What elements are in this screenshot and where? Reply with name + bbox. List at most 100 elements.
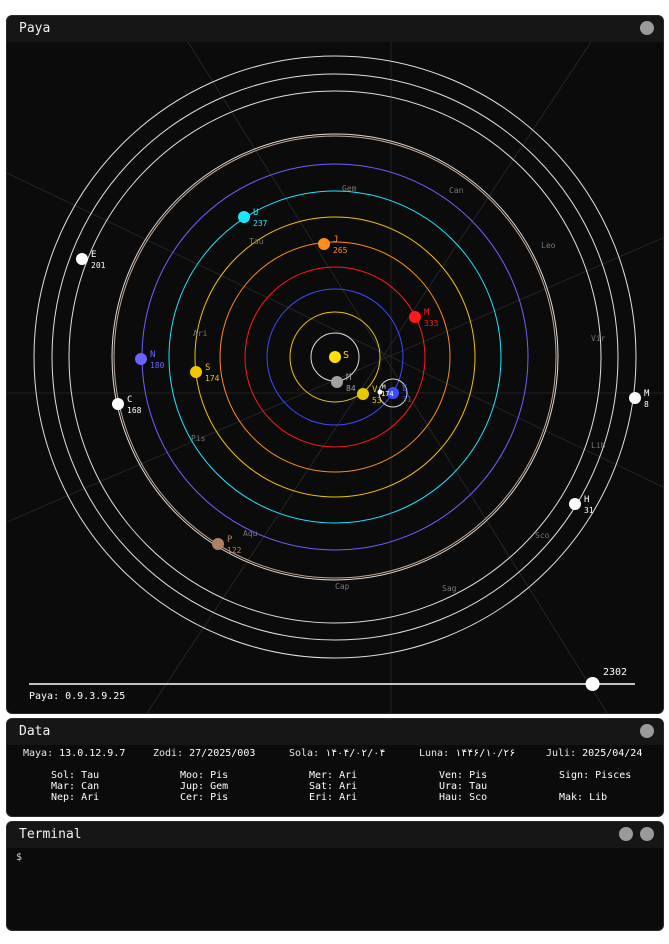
planet-position-key: Mer: xyxy=(309,770,334,781)
saturn-planet-degree: 174 xyxy=(205,374,220,383)
jupiter-planet-degree: 265 xyxy=(333,246,348,255)
earth-planet-degree: 31 xyxy=(402,395,412,404)
haumea-body-degree: 31 xyxy=(584,506,594,515)
makemake-body-degree: 8 xyxy=(644,400,649,409)
saturn-planet-icon[interactable] xyxy=(190,366,202,378)
mercury-planet-icon[interactable] xyxy=(331,376,343,388)
panel-dot-icon[interactable] xyxy=(619,827,633,841)
planet-position-key: Mar: xyxy=(51,781,76,792)
planet-position-value: Sco xyxy=(469,792,488,803)
pluto-planet-degree: 122 xyxy=(227,546,242,555)
venus-planet-icon[interactable] xyxy=(357,388,369,400)
pluto-orbit xyxy=(113,135,557,579)
sun-icon[interactable] xyxy=(329,351,341,363)
jupiter-planet-icon[interactable] xyxy=(318,238,330,250)
planet-position-key: Moo: xyxy=(180,770,205,781)
planet-position-value: Pis xyxy=(210,770,229,781)
planet-position-value: Gem xyxy=(210,781,229,792)
mars-planet-icon[interactable] xyxy=(409,311,421,323)
paya-panel: Paya Gem Can Leo Vir Lib Sco Sag Cap Aqu Pis Ari Ta… xyxy=(6,15,664,714)
ceres-body-icon[interactable] xyxy=(112,398,124,410)
planet-position: Sol: Tau xyxy=(51,770,99,781)
planet-position: Jup: Gem xyxy=(180,781,228,792)
planet-position-value: Pisces xyxy=(595,770,632,781)
earth-planet-icon[interactable] xyxy=(387,387,399,399)
date-maya: Maya: 13.0.12.9.7 xyxy=(23,748,126,759)
pluto-planet-letter: P xyxy=(227,535,233,545)
ceres-body-letter: C xyxy=(127,395,132,405)
planet-position-value: Ari xyxy=(339,781,358,792)
planet-position: Mer: Ari xyxy=(309,770,357,781)
mars-planet-letter: M xyxy=(424,308,430,318)
uranus-orbit xyxy=(168,190,502,524)
outer-orbit xyxy=(68,90,602,624)
zodiac-label: Sag xyxy=(442,584,457,593)
venus-orbit xyxy=(289,311,381,403)
planet-position: Sat: Ari xyxy=(309,781,357,792)
moon-icon[interactable] xyxy=(377,389,383,395)
jupiter-orbit xyxy=(219,241,451,473)
planet-position-value: Ari xyxy=(339,770,358,781)
paya-panel-title: Paya xyxy=(19,21,51,36)
paya-panel-header: Paya xyxy=(7,16,663,42)
moon-degree: 174 xyxy=(381,390,394,398)
planet-position-value: Can xyxy=(81,781,100,792)
mercury-planet-degree: 84 xyxy=(346,384,356,393)
planet-position-value: Ari xyxy=(81,792,100,803)
sun-letter: S xyxy=(343,350,349,361)
planet-position-value: Tau xyxy=(469,781,488,792)
panel-menu-dot-icon[interactable] xyxy=(640,827,654,841)
planet-position-value: Lib xyxy=(589,792,608,803)
haumea-body-letter: H xyxy=(584,495,589,505)
date-zodi: Zodi: 27/2025/003 xyxy=(153,748,256,759)
uranus-planet-degree: 237 xyxy=(253,219,268,228)
planet-position-value: Pis xyxy=(469,770,488,781)
planet-position: Eri: Ari xyxy=(309,792,357,803)
time-slider-value: 2302 xyxy=(603,667,627,678)
time-slider-handle[interactable] xyxy=(585,677,600,691)
makemake-body-icon[interactable] xyxy=(629,392,641,404)
makemake-body-letter: M xyxy=(644,389,650,399)
zodiac-label: Sco xyxy=(535,531,550,540)
saturn-orbit xyxy=(194,216,476,498)
planet-position-value: Pis xyxy=(210,792,229,803)
planet-position: Ura: Tau xyxy=(439,781,487,792)
haumea-body-icon[interactable] xyxy=(569,498,581,510)
planet-position-key: Eri: xyxy=(309,792,334,803)
venus-planet-letter: V xyxy=(372,385,378,395)
eris-body-icon[interactable] xyxy=(76,253,88,265)
terminal-prompt[interactable]: $ xyxy=(16,852,23,863)
zodiac-label: Leo xyxy=(541,241,556,250)
eris-body-letter: E xyxy=(91,250,96,260)
moon-letter: M xyxy=(382,384,386,391)
earth-planet-letter: E xyxy=(402,384,407,394)
earth-orbit xyxy=(266,288,404,426)
zodiac-label: Cap xyxy=(335,582,350,591)
terminal-panel-header: Terminal xyxy=(7,822,663,848)
outer-orbit xyxy=(51,73,619,641)
planet-position-key: Ura: xyxy=(439,781,464,792)
neptune-planet-letter: N xyxy=(150,350,155,360)
planet-position: Moo: Pis xyxy=(180,770,228,781)
outer-orbit xyxy=(33,55,637,659)
planet-position-key: Ven: xyxy=(439,770,464,781)
mars-orbit xyxy=(244,266,426,448)
data-panel-header: Data xyxy=(7,719,663,745)
planet-position-key: Sol: xyxy=(51,770,76,781)
jupiter-planet-letter: J xyxy=(333,235,338,245)
planet-position-value: Tau xyxy=(81,770,100,781)
panel-menu-dot-icon[interactable] xyxy=(640,21,654,35)
pluto-planet-icon[interactable] xyxy=(212,538,224,550)
mercury-planet-letter: M xyxy=(346,373,352,383)
planet-position-key: Cer: xyxy=(180,792,205,803)
planet-position-key: Sat: xyxy=(309,781,334,792)
panel-menu-dot-icon[interactable] xyxy=(640,724,654,738)
planet-position-key: Hau: xyxy=(439,792,464,803)
ceres-body-degree: 168 xyxy=(127,406,142,415)
neptune-planet-icon[interactable] xyxy=(135,353,147,365)
planet-position-value: Ari xyxy=(339,792,358,803)
zodiac-label: Pis xyxy=(191,434,206,443)
uranus-planet-letter: U xyxy=(253,208,258,218)
uranus-planet-icon[interactable] xyxy=(238,211,250,223)
